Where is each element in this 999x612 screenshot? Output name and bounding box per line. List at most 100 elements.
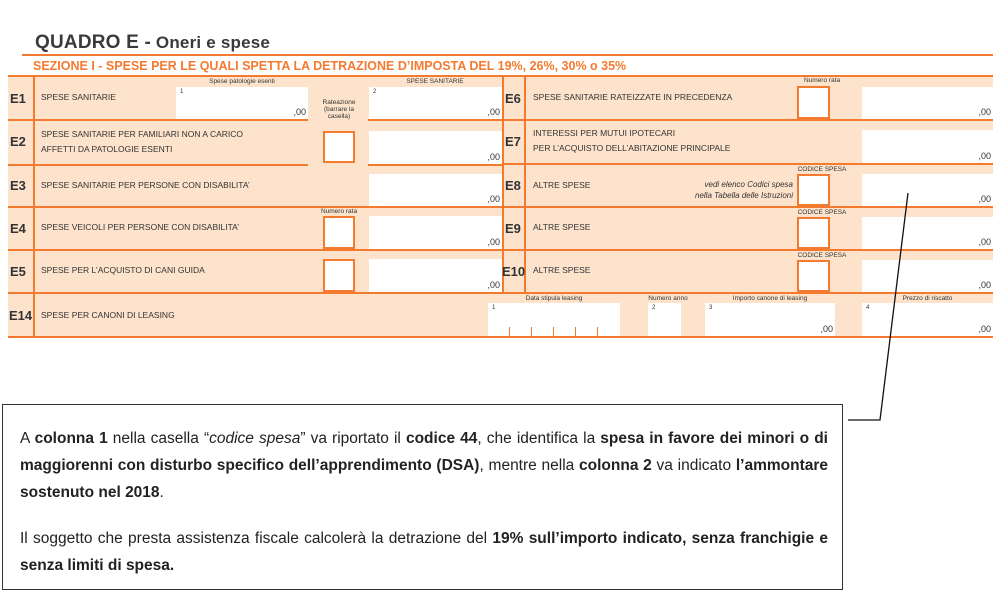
e9-codice-spesa-box[interactable]	[797, 217, 830, 249]
e8-box-label: CODICE SPESA	[797, 166, 847, 173]
e8-codice-spesa-box[interactable]	[797, 174, 830, 206]
row-code-e14: E14	[9, 308, 33, 323]
decimals: ,00	[293, 107, 306, 117]
quadro-e-form: E1 SPESE SANITARIE E2 SPESE SANITARIE PE…	[8, 77, 993, 338]
e6-box-label: Numero rata	[803, 77, 841, 84]
e9-amount[interactable]: ,00	[862, 217, 993, 249]
decimals: ,00	[487, 152, 500, 162]
divider	[22, 54, 993, 56]
divider	[502, 119, 993, 121]
e10-amount[interactable]: ,00	[862, 260, 993, 292]
label-line: PER L’ACQUISTO DELL’ABITAZIONE PRINCIPAL…	[533, 143, 731, 153]
divider	[8, 119, 308, 121]
divider	[8, 164, 308, 166]
text: , mentre nella	[479, 457, 580, 474]
row-label-e14: SPESE PER CANONI DI LEASING	[41, 310, 175, 320]
col-number: 2	[652, 305, 656, 311]
e8-hint: vedi elenco Codici spesa nella Tabella de…	[695, 179, 793, 201]
e14-data-stipula[interactable]: 1	[488, 303, 620, 336]
decimals: ,00	[487, 237, 500, 247]
divider	[368, 164, 502, 166]
date-tick	[597, 327, 598, 336]
divider	[8, 336, 993, 338]
e7-amount[interactable]: ,00	[862, 130, 993, 163]
row-label-e3: SPESE SANITARIE PER PERSONE CON DISABILI…	[41, 180, 250, 190]
e4-box-label: Numero rata	[320, 208, 358, 215]
text: ” va riportato il	[300, 430, 406, 447]
col-number: 1	[180, 89, 184, 95]
text: va indicato	[651, 457, 736, 474]
label-line: SPESE SANITARIE PER FAMILIARI NON A CARI…	[41, 129, 244, 139]
bold-text: 19% sull’importo indicato, senza franchi…	[20, 530, 828, 574]
row-code-e2: E2	[10, 134, 26, 149]
rateazione-label: Rateazione (barrare la casella)	[322, 99, 356, 120]
section-title: SEZIONE I - SPESE PER LE QUALI SPETTA LA…	[33, 59, 627, 73]
e1-col1-amount[interactable]: 1,00	[176, 87, 308, 119]
e10-codice-spesa-box[interactable]	[797, 260, 830, 292]
e10-box-label: CODICE SPESA	[797, 252, 847, 259]
row-label-e1: SPESE SANITARIE	[41, 92, 116, 102]
note-paragraph-1: A colonna 1 nella casella “codice spesa”…	[20, 425, 828, 506]
row-code-e7: E7	[505, 134, 521, 149]
e2-amount[interactable]: ,00	[369, 131, 502, 164]
bold-text: spesa in favore dei minori o di maggiore…	[20, 430, 828, 474]
e14-importo-canone[interactable]: 3,00	[705, 303, 835, 336]
title-sub: Oneri e spese	[151, 33, 271, 52]
row-code-e10: E10	[502, 264, 526, 279]
e5-box[interactable]	[323, 259, 355, 292]
explanation-note: A colonna 1 nella casella “codice spesa”…	[2, 404, 843, 590]
e4-amount[interactable]: ,00	[369, 216, 502, 249]
decimals: ,00	[487, 280, 500, 290]
row-code-e4: E4	[10, 221, 26, 236]
decimals: ,00	[978, 194, 991, 204]
italic-text: codice spesa	[209, 430, 301, 447]
e3-amount[interactable]: ,00	[369, 174, 502, 206]
divider	[8, 206, 502, 208]
e4-rata-box[interactable]	[323, 216, 355, 249]
row-label-e10: ALTRE SPESE	[533, 265, 591, 275]
date-tick	[531, 327, 532, 336]
row-code-e6: E6	[505, 91, 521, 106]
label-line: INTERESSI PER MUTUI IPOTECARI	[533, 128, 676, 138]
e14-h1: Data stipula leasing	[525, 295, 583, 302]
decimals: ,00	[487, 107, 500, 117]
divider	[502, 206, 993, 208]
divider	[8, 249, 502, 251]
row-label-e7: INTERESSI PER MUTUI IPOTECARI PER L’ACQUI…	[533, 126, 730, 156]
hint-line: vedi elenco Codici spesa	[704, 180, 794, 189]
e1-col2-amount[interactable]: 2,00	[369, 87, 502, 119]
row-code-e5: E5	[10, 264, 26, 279]
row-label-e6: SPESE SANITARIE RATEIZZATE IN PRECEDENZA	[533, 92, 733, 102]
hint-line: nella Tabella delle Istruzioni	[695, 191, 793, 200]
divider	[502, 77, 504, 293]
note-paragraph-2: Il soggetto che presta assistenza fiscal…	[20, 525, 828, 579]
row-label-e4: SPESE VEICOLI PER PERSONE CON DISABILITA…	[41, 222, 240, 232]
col-number: 1	[492, 305, 496, 311]
bold-text: colonna 1	[34, 430, 108, 447]
divider	[502, 249, 993, 251]
divider	[8, 292, 993, 294]
e5-amount[interactable]: ,00	[369, 259, 502, 292]
decimals: ,00	[978, 151, 991, 161]
e8-amount[interactable]: ,00	[862, 174, 993, 206]
row-label-e2: SPESE SANITARIE PER FAMILIARI NON A CARI…	[41, 127, 243, 157]
e9-box-label: CODICE SPESA	[797, 209, 847, 216]
col-number: 3	[709, 305, 713, 311]
decimals: ,00	[978, 324, 991, 334]
row-label-e8: ALTRE SPESE	[533, 180, 591, 190]
e14-h2: Numero anno	[648, 295, 688, 302]
divider	[8, 75, 993, 77]
e14-prezzo-riscatto[interactable]: 4,00	[862, 303, 993, 336]
decimals: ,00	[978, 107, 991, 117]
text: A	[20, 430, 35, 447]
col-number: 2	[373, 89, 377, 95]
divider	[524, 77, 526, 293]
page-title: QUADRO E - Oneri e spese	[35, 32, 270, 54]
e14-h4: Prezzo di riscatto	[902, 295, 953, 302]
e14-numero-anno[interactable]: 2	[648, 303, 681, 336]
e6-rata-box[interactable]	[797, 86, 830, 119]
rateazione-checkbox[interactable]	[323, 131, 355, 163]
e6-amount[interactable]: ,00	[862, 87, 993, 119]
bold-text: codice 44	[405, 430, 478, 447]
